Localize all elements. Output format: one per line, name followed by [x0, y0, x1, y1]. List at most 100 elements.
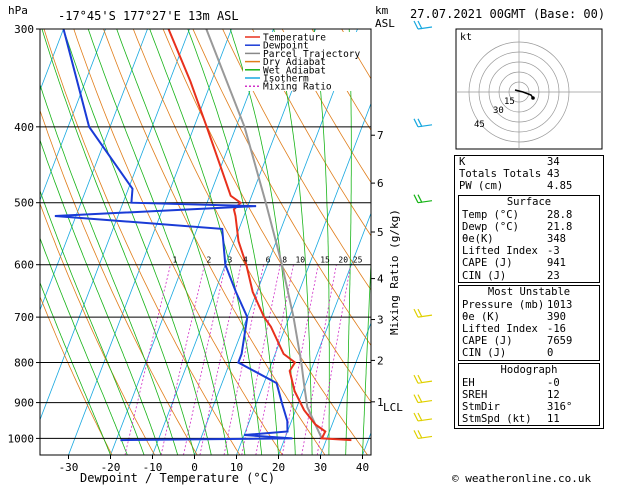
dry-adiabat: [43, 29, 241, 455]
row-label: θe(K): [462, 232, 494, 245]
temperature-tick-label: -30: [59, 461, 79, 474]
row-value: 1013: [547, 298, 573, 311]
row-label: K: [459, 156, 466, 168]
pressure-tick-label: 1000: [8, 432, 35, 445]
dry-adiabat: [222, 29, 371, 291]
pressure-tick-label: 300: [14, 23, 34, 36]
wet-adiabat: [40, 83, 179, 455]
wind-barb: [413, 118, 433, 128]
row-value: 4.85: [547, 180, 573, 193]
mixing-ratio-line: [223, 264, 264, 455]
row-value: -0: [547, 376, 560, 389]
table-row: Dewp (°C) 21.8: [459, 221, 599, 233]
dry-adiabat: [103, 29, 326, 455]
pressure-tick-label: 900: [14, 397, 34, 410]
isotherm-line: [40, 29, 190, 421]
wet-adiabat: [187, 29, 279, 455]
height-tick-label: 6: [377, 177, 384, 190]
hodograph-kt-label: kt: [460, 32, 472, 43]
legend-entry: Dewpoint: [263, 41, 309, 52]
table-row: Pressure (mb) 1013: [459, 299, 599, 311]
isotherm-line: [40, 29, 64, 92]
legend-entry: Parcel Trajectory: [263, 49, 361, 60]
wet-adiabat: [362, 253, 371, 455]
dry-adiabat: [252, 29, 371, 237]
pressure-tick-label: 400: [14, 121, 34, 134]
temperature-tick-label: -20: [101, 461, 121, 474]
row-label: CAPE (J): [462, 335, 513, 348]
row-label: StmSpd (kt): [462, 413, 532, 426]
height-tick-label: 7: [377, 129, 384, 142]
mixing-ratio-label: 25: [353, 256, 363, 265]
row-value: 21.8: [547, 220, 573, 233]
table-row: Totals Totals 43: [455, 168, 603, 180]
surface-title: Surface: [506, 195, 552, 208]
isotherm-line: [0, 29, 22, 455]
mixing-ratio-line: [255, 264, 294, 455]
row-label: PW (cm): [459, 180, 504, 193]
wind-barb: [413, 430, 433, 440]
hodograph-ring-label: 30: [493, 106, 504, 116]
datetime-title: 27.07.2021 00GMT (Base: 00): [410, 7, 605, 21]
pressure-tick-label: 600: [14, 259, 34, 272]
row-label: CAPE (J): [462, 257, 513, 270]
table-row: Lifted Index -16: [459, 323, 599, 335]
wet-adiabat: [41, 29, 195, 455]
wet-adiabat: [345, 29, 352, 455]
temperature-tick-label: 10: [230, 461, 243, 474]
dry-adiabat: [40, 295, 113, 455]
mixing-ratio-label: 8: [282, 256, 287, 265]
row-label: Lifted Index: [462, 245, 538, 258]
height-tick-label: 5: [377, 226, 384, 239]
mixing-ratio-axis-label: Mixing Ratio (g/kg): [388, 209, 401, 335]
legend-entry: Temperature: [263, 33, 326, 44]
isotherm-line: [40, 29, 148, 312]
x-axis-label: Dewpoint / Temperature (°C): [80, 471, 275, 485]
hodograph-table-title: Hodograph: [500, 363, 558, 376]
height-tick-label: 2: [377, 354, 384, 367]
pressure-tick-label: 800: [14, 357, 34, 370]
wet-adiabat: [273, 29, 313, 455]
dry-adiabat: [610, 29, 629, 455]
legend-entry: Wet Adiabat: [263, 65, 326, 76]
row-label: Pressure (mb): [462, 298, 545, 311]
row-value: 0: [547, 347, 554, 360]
row-value: 43: [547, 168, 560, 181]
row-label: SREH: [462, 388, 488, 401]
table-row: K 34: [455, 156, 603, 168]
row-label: Dewp (°C): [462, 220, 519, 233]
table-row: CAPE (J) 941: [459, 257, 599, 269]
wind-barb: [413, 20, 433, 30]
isotherm-line: [278, 212, 371, 455]
row-label: CIN (J): [462, 269, 507, 282]
wind-barb: [413, 194, 433, 204]
table-row: θe (K) 390: [459, 311, 599, 323]
table-row: CIN (J) 23: [459, 270, 599, 282]
dry-adiabat: [281, 29, 371, 184]
wet-adiabat: [87, 29, 229, 455]
mixing-ratio-line: [199, 264, 242, 455]
pressure-unit-label: hPa: [8, 4, 28, 17]
table-row: SREH 12: [459, 389, 599, 401]
mixing-ratio-line: [183, 264, 226, 455]
height-tick-label: 4: [377, 273, 384, 286]
mixing-ratio-line: [241, 264, 281, 455]
row-label: Temp (°C): [462, 208, 519, 221]
wet-adiabat: [313, 29, 330, 455]
row-value: 11: [547, 413, 560, 426]
row-value: 941: [547, 257, 566, 270]
hodograph-ring-label: 15: [504, 97, 515, 107]
mixing-ratio-label: 6: [266, 256, 271, 265]
dry-adiabat: [73, 29, 283, 455]
wind-barb: [413, 394, 433, 404]
row-label: EH: [462, 376, 475, 389]
temperature-tick-label: 30: [314, 461, 327, 474]
hodograph-trace: [514, 89, 534, 99]
row-value: -16: [547, 323, 566, 336]
table-row: EH -0: [459, 377, 599, 389]
wind-barb: [413, 374, 433, 384]
legend-entry: Isotherm: [263, 74, 309, 85]
wind-barb: [413, 308, 433, 318]
row-label: Totals Totals: [459, 168, 542, 181]
wind-barb: [413, 412, 433, 422]
